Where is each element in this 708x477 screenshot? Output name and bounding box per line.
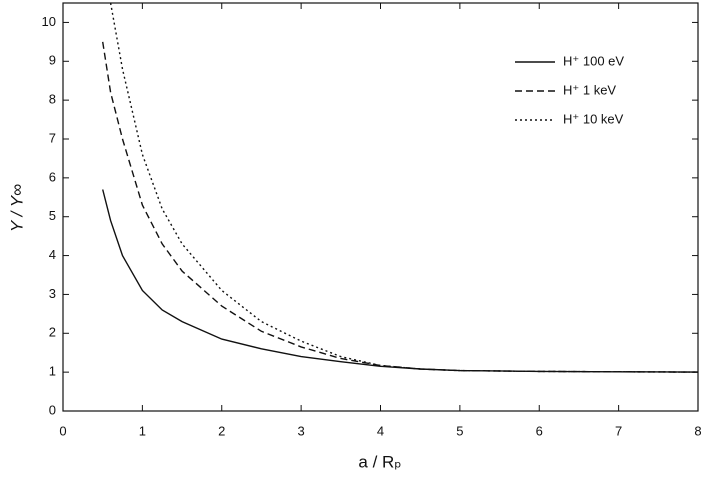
x-axis-label: a / Rₚ — [358, 452, 401, 471]
y-tick-label: 7 — [49, 130, 56, 145]
y-tick-label: 1 — [49, 364, 56, 379]
legend-label: H⁺ 1 keV — [563, 82, 616, 97]
x-tick-label: 7 — [615, 423, 622, 438]
y-tick-label: 5 — [49, 208, 56, 223]
y-tick-label: 4 — [49, 247, 56, 262]
y-tick-label: 10 — [42, 14, 56, 29]
y-tick-label: 6 — [49, 169, 56, 184]
y-tick-label: 0 — [49, 402, 56, 417]
x-tick-label: 8 — [694, 423, 701, 438]
legend-label: H⁺ 100 eV — [563, 53, 624, 68]
y-tick-label: 2 — [49, 325, 56, 340]
x-tick-label: 0 — [59, 423, 66, 438]
y-tick-label: 3 — [49, 286, 56, 301]
x-tick-label: 2 — [218, 423, 225, 438]
x-tick-label: 4 — [377, 423, 384, 438]
x-tick-label: 1 — [139, 423, 146, 438]
y-tick-label: 9 — [49, 53, 56, 68]
x-tick-label: 5 — [456, 423, 463, 438]
legend-label: H⁺ 10 keV — [563, 111, 624, 126]
x-tick-label: 3 — [298, 423, 305, 438]
y-axis-label: Y / Y∞ — [7, 184, 26, 232]
y-tick-label: 8 — [49, 92, 56, 107]
line-series — [102, 189, 699, 373]
x-tick-label: 6 — [536, 423, 543, 438]
